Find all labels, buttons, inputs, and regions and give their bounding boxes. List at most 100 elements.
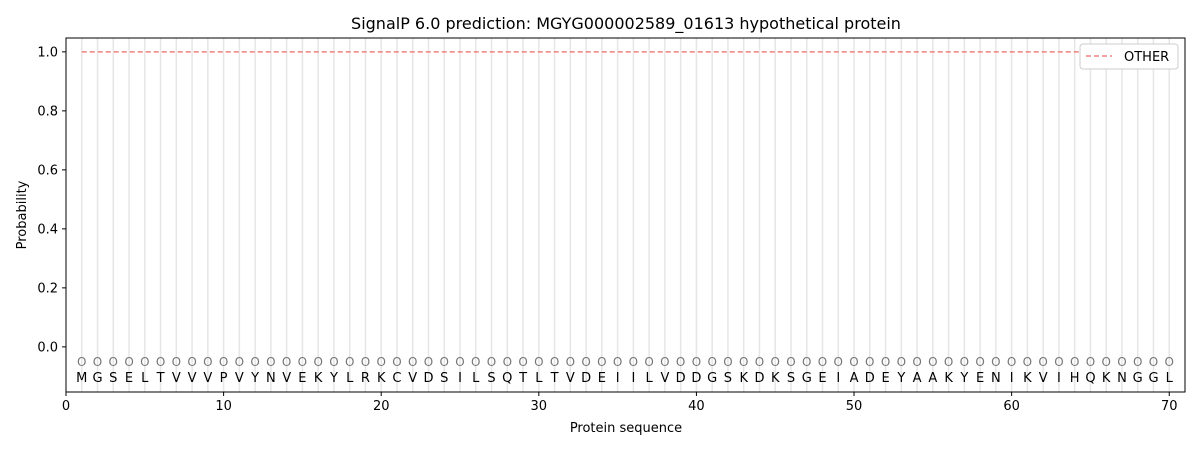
label-marker: O <box>203 355 212 369</box>
label-marker: O <box>1086 355 1095 369</box>
label-marker: O <box>692 355 701 369</box>
residue-label: I <box>836 371 840 386</box>
residue-label: K <box>739 371 748 386</box>
residue-label: Y <box>250 371 259 386</box>
residue-label: M <box>76 371 87 386</box>
label-marker: O <box>235 355 244 369</box>
label-marker: O <box>739 355 748 369</box>
residue-label: L <box>646 371 654 386</box>
y-tick-label: 0.4 <box>37 222 58 237</box>
residue-label: S <box>440 371 448 386</box>
residue-label: D <box>676 371 686 386</box>
x-tick-label: 30 <box>531 399 548 414</box>
chart-title: SignalP 6.0 prediction: MGYG000002589_01… <box>351 14 901 34</box>
residue-label: E <box>125 371 133 386</box>
label-marker: O <box>597 355 606 369</box>
label-marker: O <box>849 355 858 369</box>
label-marker: O <box>376 355 385 369</box>
x-tick-label: 70 <box>1161 399 1178 414</box>
y-tick-label: 1.0 <box>37 45 58 60</box>
label-marker: O <box>723 355 732 369</box>
residue-label: K <box>771 371 780 386</box>
label-marker: O <box>219 355 228 369</box>
y-tick-label: 0.8 <box>37 104 58 119</box>
residue-label: S <box>724 371 732 386</box>
residue-label: P <box>220 371 228 386</box>
legend: OTHER <box>1079 43 1179 70</box>
residue-label: G <box>707 371 717 386</box>
x-tick-label: 40 <box>688 399 705 414</box>
residue-label: K <box>1023 371 1032 386</box>
label-marker: O <box>581 355 590 369</box>
label-marker: O <box>282 355 291 369</box>
x-tick-label: 0 <box>62 399 70 414</box>
label-marker: O <box>345 355 354 369</box>
x-tick-label: 60 <box>1003 399 1020 414</box>
label-marker: O <box>1023 355 1032 369</box>
label-marker: O <box>487 355 496 369</box>
residue-label: D <box>581 371 591 386</box>
label-marker: O <box>156 355 165 369</box>
label-marker: O <box>1101 355 1110 369</box>
residue-label: V <box>566 371 575 386</box>
residue-label: I <box>1057 371 1061 386</box>
residue-label: Y <box>959 371 968 386</box>
label-marker: O <box>944 355 953 369</box>
label-marker: O <box>534 355 543 369</box>
label-marker: O <box>329 355 338 369</box>
label-marker: O <box>408 355 417 369</box>
residue-label: G <box>1148 371 1158 386</box>
residue-label: L <box>141 371 149 386</box>
residue-label: R <box>361 371 370 386</box>
residue-label: I <box>1010 371 1014 386</box>
label-marker: O <box>928 355 937 369</box>
label-marker: O <box>392 355 401 369</box>
residue-label: V <box>408 371 417 386</box>
residue-label: N <box>266 371 276 386</box>
label-marker: O <box>755 355 764 369</box>
label-marker: O <box>250 355 259 369</box>
residue-label: L <box>346 371 354 386</box>
label-marker: O <box>676 355 685 369</box>
x-tick-label: 20 <box>373 399 390 414</box>
legend-label: OTHER <box>1124 50 1169 65</box>
residue-label: K <box>377 371 386 386</box>
label-marker: O <box>140 355 149 369</box>
label-marker: O <box>897 355 906 369</box>
residue-label: D <box>865 371 875 386</box>
residue-label: L <box>1166 371 1174 386</box>
label-marker: O <box>644 355 653 369</box>
residue-label: V <box>660 371 669 386</box>
residue-label: G <box>802 371 812 386</box>
residue-label: H <box>1070 371 1080 386</box>
residue-label: I <box>631 371 635 386</box>
residue-label: Y <box>896 371 905 386</box>
label-marker: O <box>1038 355 1047 369</box>
residue-label: V <box>282 371 291 386</box>
residue-label: G <box>92 371 102 386</box>
residue-label: Y <box>329 371 338 386</box>
label-marker: O <box>834 355 843 369</box>
residue-label: C <box>392 371 401 386</box>
residue-label: V <box>235 371 244 386</box>
label-marker: O <box>818 355 827 369</box>
residue-label: S <box>787 371 795 386</box>
label-marker: O <box>550 355 559 369</box>
label-marker: O <box>865 355 874 369</box>
residue-label: Q <box>1085 371 1095 386</box>
label-marker: O <box>1117 355 1126 369</box>
residue-label: A <box>850 371 859 386</box>
label-marker: O <box>1054 355 1063 369</box>
residue-label: I <box>458 371 462 386</box>
label-marker: O <box>629 355 638 369</box>
label-marker: O <box>455 355 464 369</box>
y-axis-label: Probability <box>15 180 30 249</box>
label-marker: O <box>1133 355 1142 369</box>
label-marker: O <box>77 355 86 369</box>
residue-label: K <box>314 371 323 386</box>
label-marker: O <box>424 355 433 369</box>
plot-frame <box>65 37 1186 393</box>
y-tick-label: 0.0 <box>37 340 58 355</box>
residue-label: K <box>944 371 953 386</box>
